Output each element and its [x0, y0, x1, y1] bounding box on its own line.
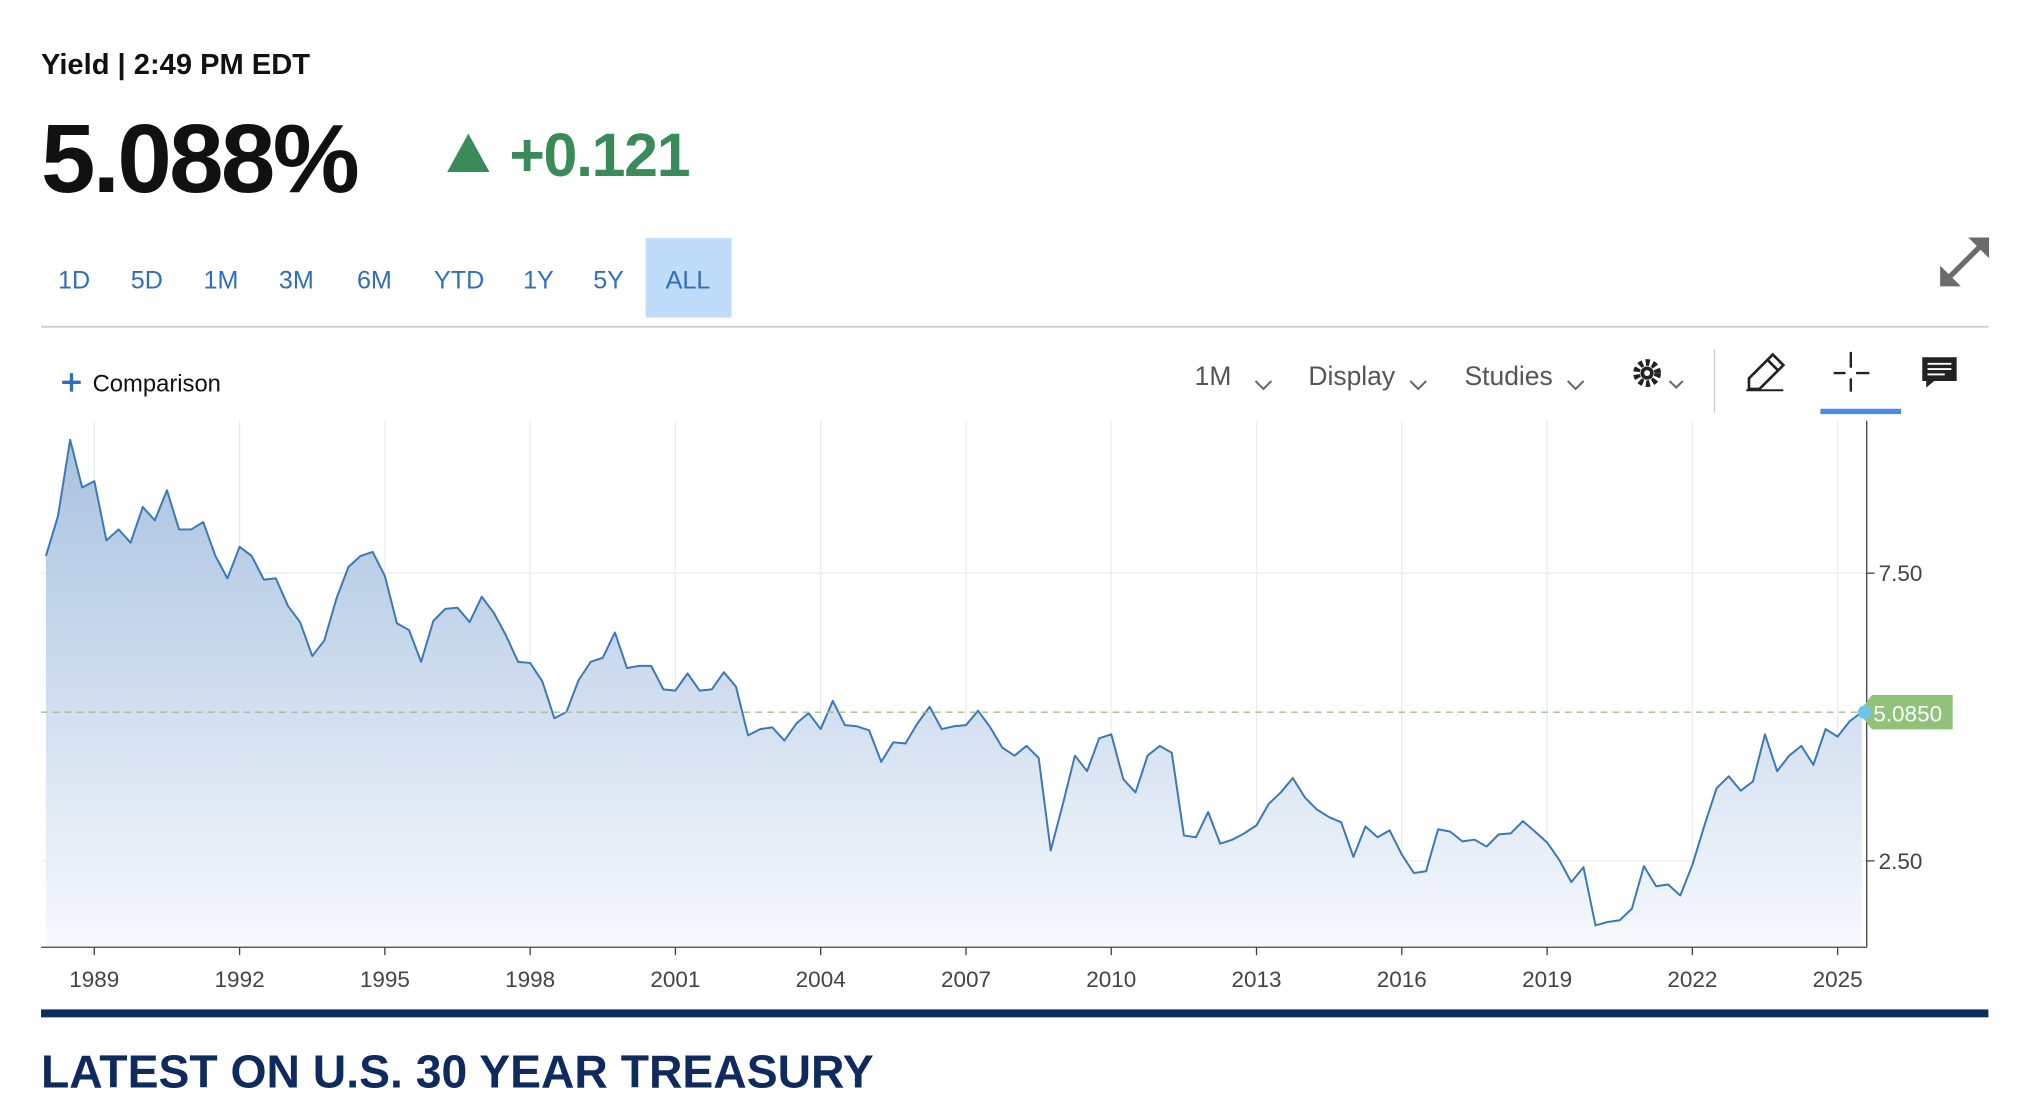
- crosshair-tool[interactable]: [1820, 351, 1902, 415]
- chevron: [1567, 380, 1585, 391]
- x-tick-label: 2025: [1813, 967, 1863, 992]
- quote-price: 5.088%: [41, 103, 358, 213]
- range-tabs: 1D 5D 1M 3M 6M YTD 1Y 5Y ALL: [58, 238, 732, 318]
- tab-label: 1D: [58, 266, 90, 294]
- range-tab[interactable]: 1D: [58, 266, 90, 294]
- x-tick-label: 2007: [941, 967, 991, 992]
- display-menu[interactable]: Display: [1308, 361, 1427, 391]
- range-tab[interactable]: 1M: [204, 266, 239, 294]
- x-tick-label: 2010: [1086, 967, 1136, 992]
- chevron: [1254, 380, 1273, 391]
- x-tick-label: 1992: [215, 967, 265, 992]
- range-tab[interactable]: 6M: [357, 266, 392, 294]
- x-tick-label: 2004: [796, 967, 846, 992]
- quote-label: Yield | 2:49 PM EDT: [41, 49, 310, 81]
- x-tick-label: 2013: [1232, 967, 1282, 992]
- tab-label: 3M: [279, 266, 314, 294]
- tab-label: 5D: [131, 266, 163, 294]
- section-rule: [41, 1009, 1989, 1018]
- last-point: [1857, 705, 1872, 719]
- display-label: Display: [1308, 361, 1395, 391]
- x-tick-label: 1989: [69, 967, 119, 992]
- comment-tool[interactable]: [1922, 357, 1957, 388]
- x-tick-label: 2001: [650, 967, 700, 992]
- gear-icon: [1633, 359, 1661, 387]
- yield-line: [44, 438, 1863, 927]
- y-tick-label: 7.50: [1879, 561, 1923, 586]
- range-tab[interactable]: 5D: [131, 266, 163, 294]
- x-tick-label: 1998: [505, 967, 555, 992]
- plus-icon: [62, 373, 81, 392]
- range-tab[interactable]: 1Y: [523, 266, 554, 294]
- range-tab[interactable]: 3M: [279, 266, 314, 294]
- range-tab[interactable]: ALL: [645, 238, 732, 318]
- tab-label: ALL: [666, 266, 711, 294]
- tab-label: YTD: [434, 266, 484, 294]
- gear-hole: [1644, 370, 1651, 376]
- comparison-button[interactable]: Comparison: [62, 371, 221, 398]
- tab-label: 1M: [204, 266, 239, 294]
- yield-chart: 1989 1992 1995 1998 2001 2004 2007 2010 2013 2016…: [41, 420, 1953, 992]
- chevron: [1409, 380, 1427, 391]
- chevron: [1668, 380, 1684, 390]
- settings-menu[interactable]: [1633, 359, 1684, 390]
- range-tab[interactable]: YTD: [434, 266, 484, 294]
- section-title: LATEST ON U.S. 30 YEAR TREASURY: [41, 1045, 874, 1097]
- studies-menu[interactable]: Studies: [1465, 361, 1585, 391]
- tab-label: 1Y: [523, 266, 554, 294]
- value-tag: [1858, 694, 1953, 730]
- expand-icon[interactable]: [1940, 237, 1990, 287]
- tab-label: 6M: [357, 266, 392, 294]
- range-tab[interactable]: 5Y: [593, 266, 624, 294]
- comparison-label: Comparison: [93, 371, 221, 398]
- interval-menu[interactable]: 1M: [1195, 361, 1273, 391]
- area-fill: [45, 439, 1862, 948]
- y-tick-label: 2.50: [1879, 849, 1923, 874]
- studies-label: Studies: [1465, 361, 1553, 391]
- x-tick-label: 2016: [1377, 967, 1427, 992]
- interval-label: 1M: [1195, 361, 1232, 391]
- quote-change: +0.121: [509, 121, 689, 189]
- draw-tool[interactable]: [1746, 352, 1786, 392]
- tab-label: 5Y: [593, 266, 624, 294]
- x-tick-label: 2019: [1522, 967, 1572, 992]
- up-arrow: [447, 133, 490, 172]
- x-tick-label: 2022: [1667, 967, 1717, 992]
- x-tick-label: 1995: [360, 967, 410, 992]
- tab-highlight: [645, 238, 732, 318]
- value-tag-label: 5.0850: [1873, 701, 1942, 726]
